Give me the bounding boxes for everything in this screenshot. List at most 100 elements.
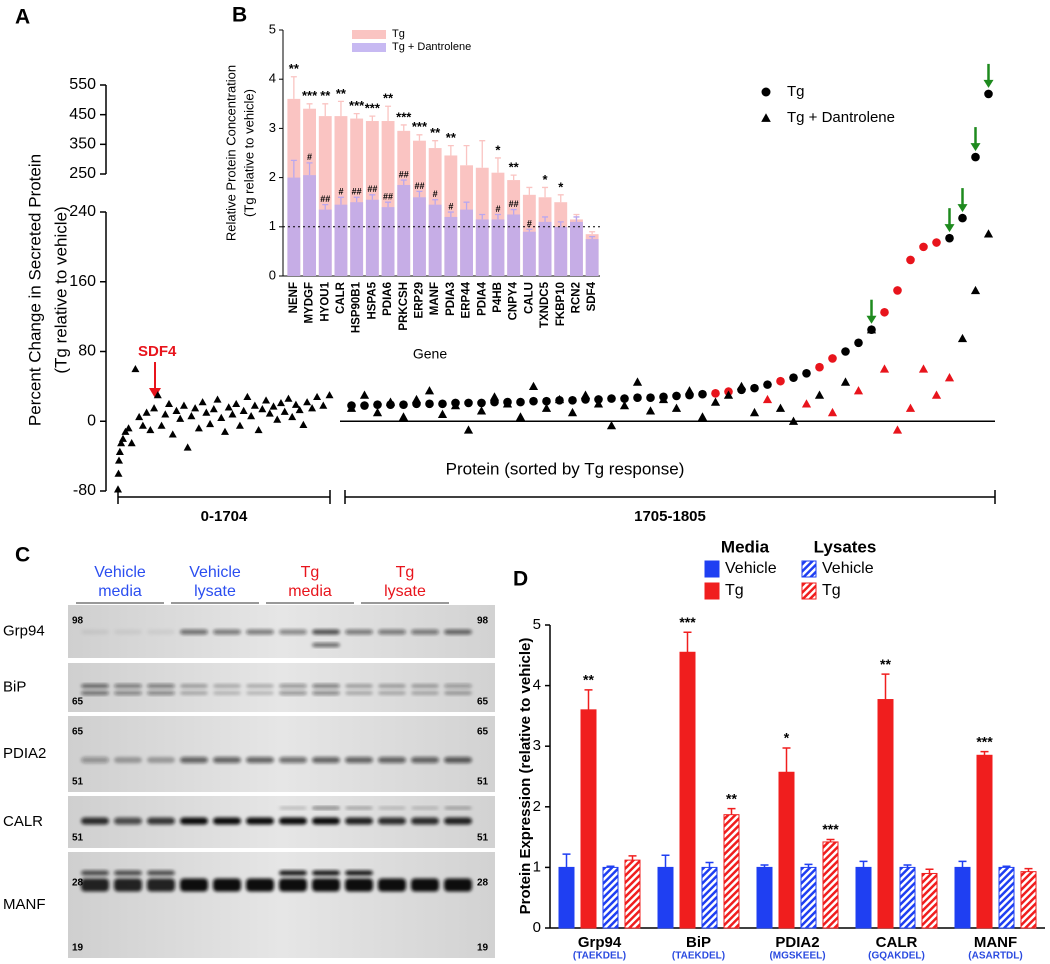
row-label: BiP (3, 678, 26, 695)
significance-label: ** (583, 672, 594, 688)
blot-band (180, 691, 208, 695)
bar (899, 866, 916, 929)
blot-band (444, 684, 472, 688)
annotation-arrowhead (149, 388, 161, 398)
blot-band (411, 691, 439, 695)
blot-band (279, 684, 307, 688)
blot-band (345, 757, 373, 763)
y-tick-label: 240 (69, 203, 96, 220)
error-bar (479, 140, 486, 168)
x-tick-label: CALR (335, 281, 347, 314)
point (308, 404, 317, 412)
significance-label: ** (726, 790, 737, 806)
point (239, 406, 248, 414)
point (620, 394, 629, 403)
point (828, 354, 837, 363)
blot-band (444, 691, 472, 695)
blot-band (312, 817, 340, 825)
point (206, 419, 215, 428)
point (984, 89, 993, 99)
error-bar (980, 750, 989, 756)
blot-band (81, 629, 109, 635)
error-bar (727, 807, 736, 815)
significance-label: ** (289, 61, 300, 76)
point (202, 408, 211, 416)
blot-band (378, 629, 406, 635)
point (220, 427, 229, 435)
x-tick-label: CALU (523, 282, 535, 314)
blot-band (279, 691, 307, 695)
point (905, 403, 916, 412)
x-tick-label: HSPA5 (366, 281, 378, 319)
blot-strip (68, 716, 495, 792)
y-axis-label: Protein Expression (relative to vehicle) (517, 638, 534, 915)
point (138, 421, 147, 429)
significance-label: *** (396, 109, 412, 124)
point (762, 394, 773, 404)
motif-label: (TAEKDEL) (672, 951, 725, 962)
blot-band (345, 691, 373, 695)
point (607, 394, 616, 403)
blot-band (411, 878, 439, 892)
error-bar (881, 673, 890, 700)
blot-band (180, 629, 208, 635)
blot-band (180, 684, 208, 688)
bar (507, 214, 521, 276)
y-tick-label: 4 (533, 677, 541, 694)
bar (558, 866, 575, 929)
point (983, 229, 994, 238)
significance-label: * (495, 142, 501, 157)
point (359, 390, 370, 399)
point (424, 386, 435, 395)
bar (570, 221, 583, 276)
y-axis-label: Relative Protein Concentration (223, 65, 238, 241)
x-tick-label: CALR (876, 934, 918, 951)
blot-band (246, 684, 274, 688)
bar (350, 202, 364, 276)
point (224, 403, 233, 411)
point (247, 412, 256, 420)
bar (365, 199, 379, 276)
significance-label: # (495, 204, 500, 214)
point (971, 152, 980, 162)
point (115, 447, 124, 455)
blot-band (312, 870, 340, 876)
highlight-arrowhead (866, 315, 877, 324)
legend-marker (761, 87, 771, 97)
bar (303, 175, 316, 276)
highlight-arrowhead (983, 79, 994, 88)
blot-band (312, 757, 340, 763)
point (142, 408, 151, 416)
point (632, 377, 643, 386)
error-bar (584, 689, 593, 710)
highlight-arrowhead (970, 143, 981, 152)
error-bar (306, 103, 313, 109)
mw-marker: 51 (477, 777, 489, 788)
significance-label: ** (509, 160, 520, 175)
error-bar (369, 194, 376, 200)
blot-band (213, 757, 241, 763)
point (319, 401, 328, 409)
point (880, 307, 889, 317)
error-bar (557, 221, 564, 227)
point (209, 405, 218, 413)
significance-label: # (527, 219, 532, 229)
legend-marker (761, 113, 771, 122)
point (288, 412, 297, 421)
blot-band (114, 691, 142, 695)
blot-band (81, 691, 109, 695)
point (265, 409, 274, 417)
blot-band (345, 684, 373, 688)
y-tick-label: 80 (78, 343, 96, 360)
error-bar (337, 196, 344, 205)
blot-band (312, 806, 340, 810)
error-bar (432, 140, 439, 149)
point (399, 400, 408, 409)
point (958, 213, 967, 223)
x-tick-label: PDIA2 (775, 934, 819, 951)
blot-band (180, 817, 208, 825)
error-bar (760, 864, 769, 868)
bar (778, 771, 795, 929)
point (284, 394, 293, 402)
point (918, 364, 929, 373)
